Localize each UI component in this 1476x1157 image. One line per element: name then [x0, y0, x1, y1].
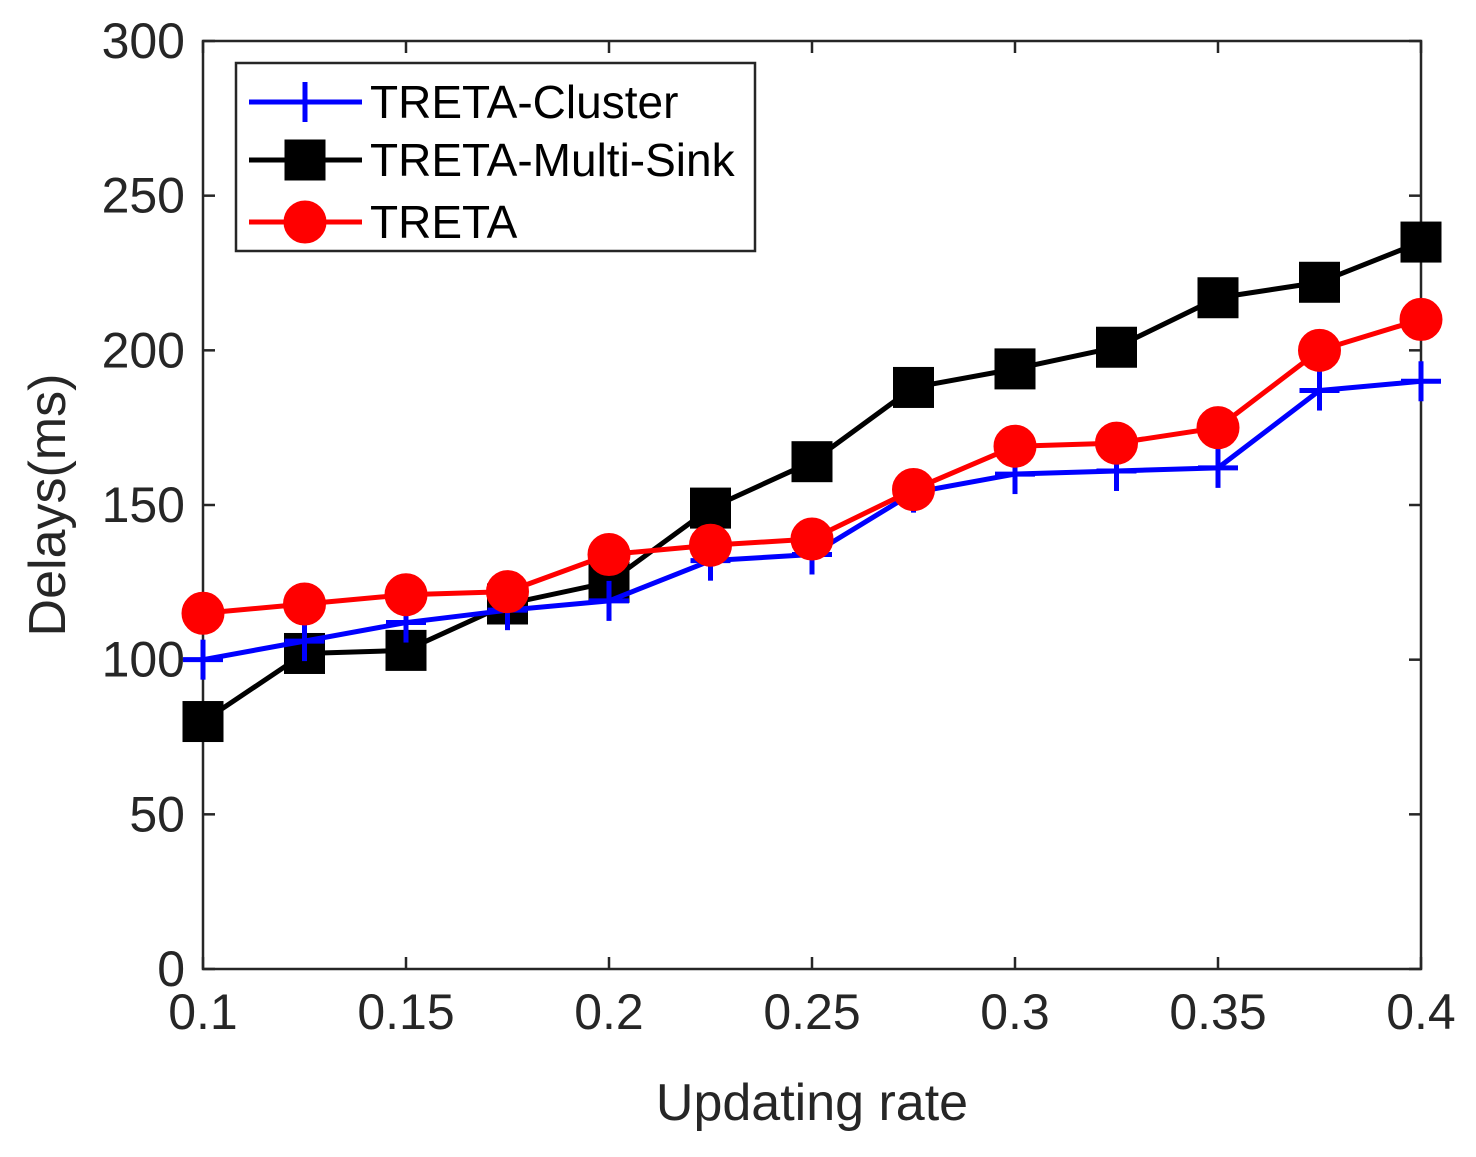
- x-tick-label: 0.35: [1169, 984, 1266, 1040]
- legend-marker: [284, 139, 326, 181]
- legend-item: TRETA-Cluster: [249, 76, 678, 128]
- data-point: [587, 532, 631, 576]
- data-point: [993, 424, 1037, 468]
- legend-marker: [285, 82, 325, 122]
- series-lines: [181, 221, 1443, 743]
- data-point: [384, 573, 428, 617]
- x-axis-title: Updating rate: [656, 1074, 968, 1132]
- data-point: [690, 487, 731, 529]
- legend-label: TRETA-Cluster: [370, 76, 678, 128]
- y-tick-label: 300: [102, 13, 185, 69]
- data-point: [1401, 361, 1441, 402]
- data-point: [791, 441, 833, 483]
- legend-label: TRETA-Multi-Sink: [370, 134, 736, 186]
- x-tick-label: 0.1: [168, 984, 238, 1040]
- data-point: [994, 348, 1036, 390]
- axes: 0 50 100 150 200 250 300 0.1 0.15 0.2 0.25 0.3 0.35 0…: [102, 13, 1456, 1040]
- data-point: [1298, 328, 1341, 372]
- legend-label: TRETA: [370, 196, 518, 248]
- y-tick-label: 150: [102, 477, 185, 533]
- x-tick-label: 0.4: [1386, 984, 1456, 1040]
- data-point: [893, 366, 934, 408]
- data-point: [1399, 297, 1443, 341]
- data-point: [1198, 447, 1238, 488]
- y-axis-title: Delays(ms): [19, 374, 77, 637]
- data-point: [892, 468, 935, 512]
- y-tick-label: 250: [102, 168, 185, 224]
- data-point: [790, 517, 834, 561]
- x-tick-label: 0.25: [763, 984, 860, 1040]
- data-point: [486, 570, 529, 614]
- data-point: [182, 701, 224, 743]
- legend-item: TRETA: [249, 196, 518, 248]
- data-point: [1299, 370, 1340, 411]
- series-treta: [181, 297, 1443, 635]
- series-treta-multi-sink: [182, 221, 1442, 743]
- y-tick-label: 100: [102, 632, 185, 688]
- legend-item: TRETA-Multi-Sink: [249, 134, 736, 186]
- data-point: [1196, 406, 1240, 450]
- y-tick-label: 200: [102, 322, 185, 378]
- data-point: [1299, 261, 1340, 303]
- legend: TRETA-Cluster TRETA-Multi-Sink TRETA: [234, 61, 757, 253]
- data-point: [589, 580, 629, 621]
- data-point: [283, 582, 326, 626]
- data-point: [1095, 421, 1138, 465]
- y-tick-label: 0: [157, 941, 185, 997]
- x-tick-label: 0.2: [574, 984, 644, 1040]
- data-point: [1400, 221, 1442, 263]
- data-point: [689, 523, 732, 567]
- y-tick-label: 50: [129, 786, 185, 842]
- data-point: [284, 621, 325, 662]
- x-tick-label: 0.3: [980, 984, 1050, 1040]
- data-point: [181, 591, 225, 635]
- x-tick-label: 0.15: [357, 984, 454, 1040]
- legend-marker: [283, 200, 327, 244]
- data-point: [1096, 326, 1137, 368]
- data-point: [1197, 277, 1239, 319]
- data-point: [183, 639, 223, 680]
